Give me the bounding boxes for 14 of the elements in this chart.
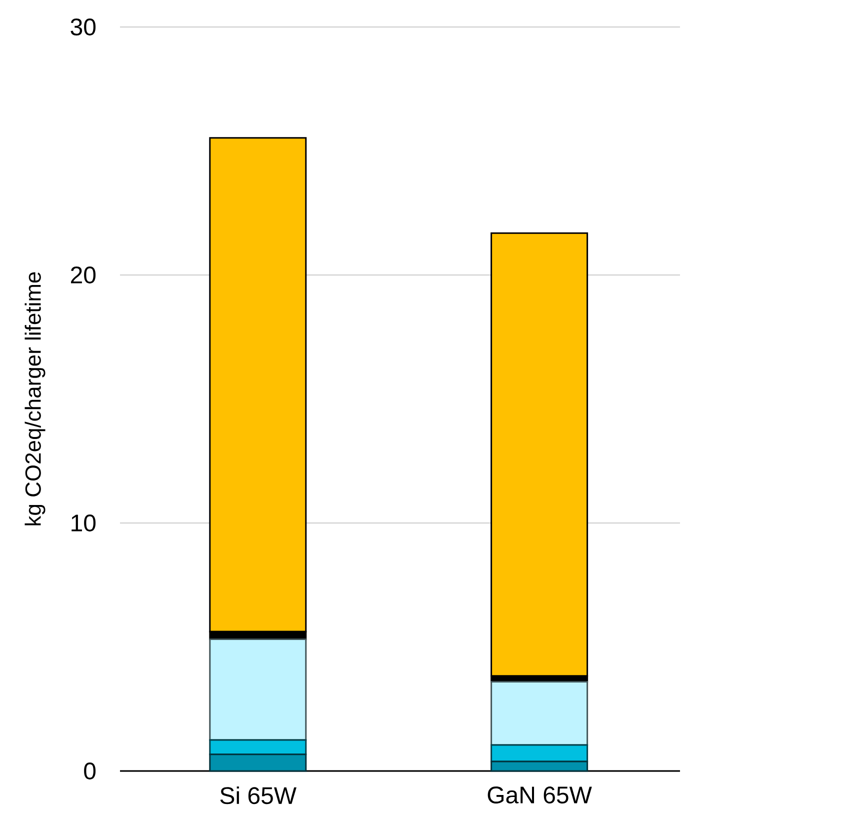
x-tick-label: Si 65W — [220, 786, 296, 804]
y-tick-label: 0 — [84, 762, 96, 780]
bar — [490, 232, 588, 677]
y-tick-label: 20 — [70, 266, 96, 284]
y-tick-label: 30 — [70, 18, 96, 36]
x-tick-label: GaN 65W — [488, 786, 592, 804]
y-axis-title: kg CO2eq/charger lifetime — [24, 272, 46, 526]
bar — [209, 638, 307, 741]
bar — [209, 739, 307, 756]
bar — [490, 760, 588, 772]
bar — [209, 754, 307, 772]
bar — [490, 744, 588, 762]
bar — [490, 680, 588, 746]
y-tick-label: 10 — [72, 514, 96, 532]
